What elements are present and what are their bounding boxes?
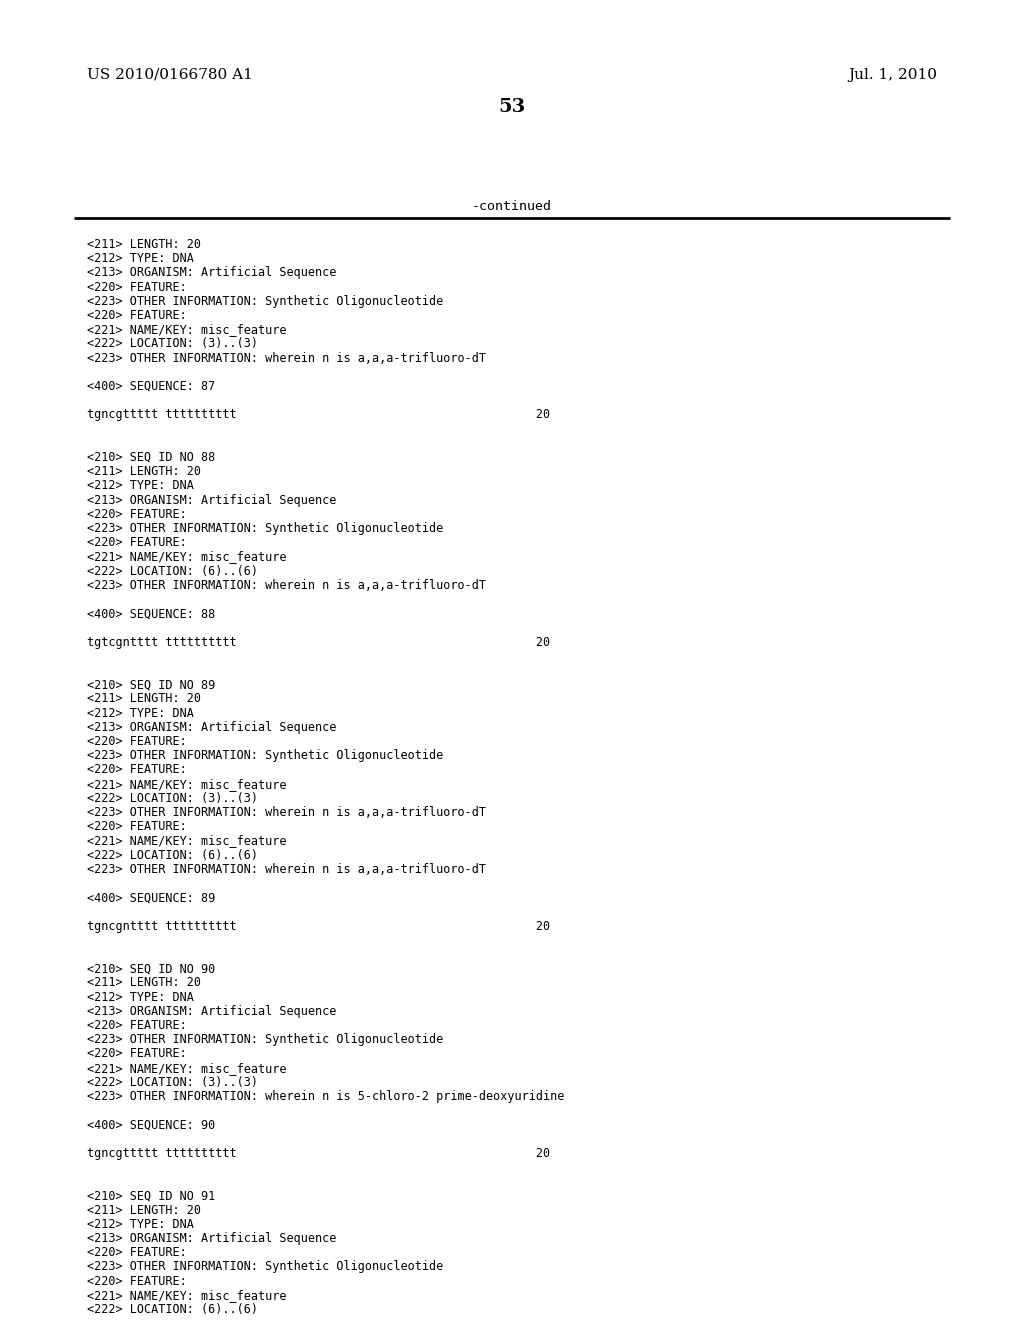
Text: <220> FEATURE:: <220> FEATURE:	[87, 820, 186, 833]
Text: <220> FEATURE:: <220> FEATURE:	[87, 281, 186, 293]
Text: <222> LOCATION: (3)..(3): <222> LOCATION: (3)..(3)	[87, 1076, 258, 1089]
Text: <222> LOCATION: (3)..(3): <222> LOCATION: (3)..(3)	[87, 338, 258, 350]
Text: <210> SEQ ID NO 91: <210> SEQ ID NO 91	[87, 1189, 215, 1203]
Text: <400> SEQUENCE: 90: <400> SEQUENCE: 90	[87, 1118, 215, 1131]
Text: <220> FEATURE:: <220> FEATURE:	[87, 1275, 186, 1287]
Text: <223> OTHER INFORMATION: Synthetic Oligonucleotide: <223> OTHER INFORMATION: Synthetic Oligo…	[87, 1261, 443, 1274]
Text: <220> FEATURE:: <220> FEATURE:	[87, 1246, 186, 1259]
Text: <223> OTHER INFORMATION: wherein n is a,a,a-trifluoro-dT: <223> OTHER INFORMATION: wherein n is a,…	[87, 863, 486, 875]
Text: <221> NAME/KEY: misc_feature: <221> NAME/KEY: misc_feature	[87, 777, 287, 791]
Text: <211> LENGTH: 20: <211> LENGTH: 20	[87, 1204, 201, 1217]
Text: <213> ORGANISM: Artificial Sequence: <213> ORGANISM: Artificial Sequence	[87, 494, 336, 507]
Text: <210> SEQ ID NO 88: <210> SEQ ID NO 88	[87, 451, 215, 465]
Text: <400> SEQUENCE: 88: <400> SEQUENCE: 88	[87, 607, 215, 620]
Text: <221> NAME/KEY: misc_feature: <221> NAME/KEY: misc_feature	[87, 1061, 287, 1074]
Text: <211> LENGTH: 20: <211> LENGTH: 20	[87, 977, 201, 990]
Text: <213> ORGANISM: Artificial Sequence: <213> ORGANISM: Artificial Sequence	[87, 267, 336, 280]
Text: <222> LOCATION: (6)..(6): <222> LOCATION: (6)..(6)	[87, 849, 258, 862]
Text: <220> FEATURE:: <220> FEATURE:	[87, 1047, 186, 1060]
Text: <220> FEATURE:: <220> FEATURE:	[87, 536, 186, 549]
Text: <211> LENGTH: 20: <211> LENGTH: 20	[87, 465, 201, 478]
Text: tgtcgntttt tttttttttt                                          20: tgtcgntttt tttttttttt 20	[87, 636, 550, 648]
Text: <212> TYPE: DNA: <212> TYPE: DNA	[87, 706, 194, 719]
Text: <220> FEATURE:: <220> FEATURE:	[87, 309, 186, 322]
Text: US 2010/0166780 A1: US 2010/0166780 A1	[87, 69, 253, 82]
Text: tgncgttttt tttttttttt                                          20: tgncgttttt tttttttttt 20	[87, 1147, 550, 1160]
Text: <223> OTHER INFORMATION: wherein n is a,a,a-trifluoro-dT: <223> OTHER INFORMATION: wherein n is a,…	[87, 807, 486, 818]
Text: <223> OTHER INFORMATION: Synthetic Oligonucleotide: <223> OTHER INFORMATION: Synthetic Oligo…	[87, 521, 443, 535]
Text: <210> SEQ ID NO 90: <210> SEQ ID NO 90	[87, 962, 215, 975]
Text: <400> SEQUENCE: 87: <400> SEQUENCE: 87	[87, 380, 215, 393]
Text: <222> LOCATION: (6)..(6): <222> LOCATION: (6)..(6)	[87, 565, 258, 578]
Text: <220> FEATURE:: <220> FEATURE:	[87, 735, 186, 748]
Text: <220> FEATURE:: <220> FEATURE:	[87, 1019, 186, 1032]
Text: tgncgttttt tttttttttt                                          20: tgncgttttt tttttttttt 20	[87, 408, 550, 421]
Text: <222> LOCATION: (3)..(3): <222> LOCATION: (3)..(3)	[87, 792, 258, 805]
Text: <223> OTHER INFORMATION: wherein n is a,a,a-trifluoro-dT: <223> OTHER INFORMATION: wherein n is a,…	[87, 578, 486, 591]
Text: <221> NAME/KEY: misc_feature: <221> NAME/KEY: misc_feature	[87, 834, 287, 847]
Text: <221> NAME/KEY: misc_feature: <221> NAME/KEY: misc_feature	[87, 1288, 287, 1302]
Text: <211> LENGTH: 20: <211> LENGTH: 20	[87, 693, 201, 705]
Text: <212> TYPE: DNA: <212> TYPE: DNA	[87, 1218, 194, 1230]
Text: <212> TYPE: DNA: <212> TYPE: DNA	[87, 990, 194, 1003]
Text: <223> OTHER INFORMATION: Synthetic Oligonucleotide: <223> OTHER INFORMATION: Synthetic Oligo…	[87, 750, 443, 762]
Text: <220> FEATURE:: <220> FEATURE:	[87, 508, 186, 521]
Text: <213> ORGANISM: Artificial Sequence: <213> ORGANISM: Artificial Sequence	[87, 721, 336, 734]
Text: <220> FEATURE:: <220> FEATURE:	[87, 763, 186, 776]
Text: <223> OTHER INFORMATION: wherein n is a,a,a-trifluoro-dT: <223> OTHER INFORMATION: wherein n is a,…	[87, 351, 486, 364]
Text: <213> ORGANISM: Artificial Sequence: <213> ORGANISM: Artificial Sequence	[87, 1005, 336, 1018]
Text: <400> SEQUENCE: 89: <400> SEQUENCE: 89	[87, 891, 215, 904]
Text: <223> OTHER INFORMATION: wherein n is 5-chloro-2 prime-deoxyuridine: <223> OTHER INFORMATION: wherein n is 5-…	[87, 1090, 564, 1104]
Text: <210> SEQ ID NO 89: <210> SEQ ID NO 89	[87, 678, 215, 692]
Text: <213> ORGANISM: Artificial Sequence: <213> ORGANISM: Artificial Sequence	[87, 1232, 336, 1245]
Text: <223> OTHER INFORMATION: Synthetic Oligonucleotide: <223> OTHER INFORMATION: Synthetic Oligo…	[87, 1034, 443, 1047]
Text: <223> OTHER INFORMATION: Synthetic Oligonucleotide: <223> OTHER INFORMATION: Synthetic Oligo…	[87, 294, 443, 308]
Text: Jul. 1, 2010: Jul. 1, 2010	[848, 69, 937, 82]
Text: 53: 53	[499, 98, 525, 116]
Text: tgncgntttt tttttttttt                                          20: tgncgntttt tttttttttt 20	[87, 920, 550, 933]
Text: <212> TYPE: DNA: <212> TYPE: DNA	[87, 252, 194, 265]
Text: -continued: -continued	[472, 201, 552, 213]
Text: <211> LENGTH: 20: <211> LENGTH: 20	[87, 238, 201, 251]
Text: <222> LOCATION: (6)..(6): <222> LOCATION: (6)..(6)	[87, 1303, 258, 1316]
Text: <221> NAME/KEY: misc_feature: <221> NAME/KEY: misc_feature	[87, 550, 287, 564]
Text: <221> NAME/KEY: misc_feature: <221> NAME/KEY: misc_feature	[87, 323, 287, 337]
Text: <212> TYPE: DNA: <212> TYPE: DNA	[87, 479, 194, 492]
